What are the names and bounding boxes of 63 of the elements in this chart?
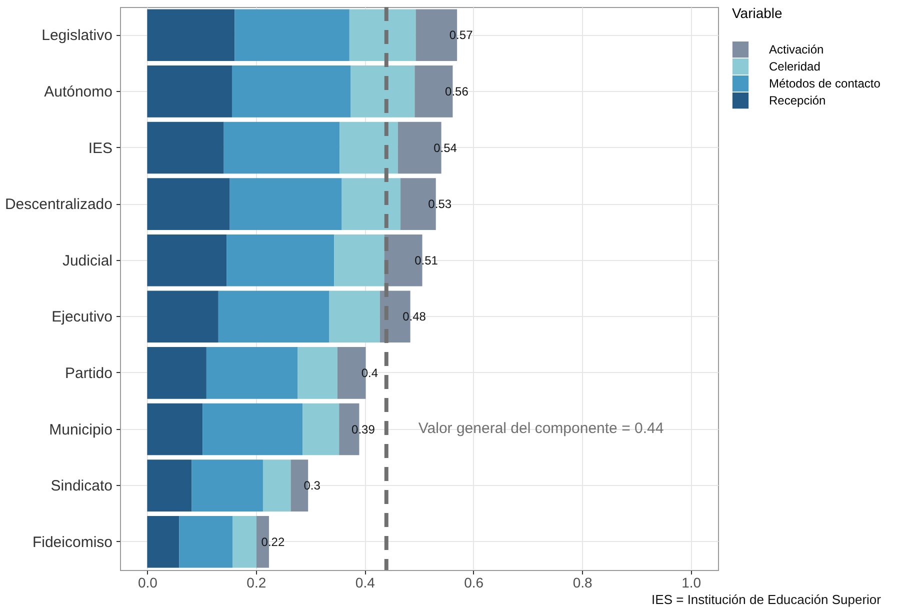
bar — [302, 403, 340, 456]
total-label: 0.54 — [434, 140, 458, 155]
total-label: 0.4 — [361, 366, 378, 380]
bar — [224, 122, 340, 174]
y-tick-label: Legislativo — [42, 27, 112, 44]
y-tick-label: Sindicato — [50, 478, 112, 495]
bar — [206, 347, 298, 399]
bar — [192, 460, 263, 512]
bar — [147, 460, 192, 512]
y-tick-label: Descentralizado — [4, 196, 112, 214]
text: IES = Institución de Educación Superior — [652, 592, 882, 607]
bar — [349, 9, 416, 62]
bar — [147, 178, 230, 230]
y-tick-label: IES — [88, 140, 112, 157]
y-tick-label: Ejecutivo — [52, 308, 112, 326]
x-tick-label: 0.2 — [246, 574, 266, 590]
legend-label: Activación — [769, 42, 824, 56]
total-label: 0.39 — [352, 422, 376, 436]
bar — [234, 9, 350, 62]
total-label: 0.51 — [414, 253, 438, 268]
bar — [334, 234, 384, 286]
bar — [218, 290, 330, 343]
total-label: 0.3 — [304, 478, 321, 493]
bar — [147, 290, 218, 343]
y-tick-label: Partido — [64, 364, 112, 382]
bar — [147, 122, 224, 174]
bar — [342, 178, 401, 230]
bar — [329, 290, 380, 343]
total-label: 0.48 — [402, 310, 426, 324]
total-label: 0.22 — [261, 534, 285, 549]
total-label: 0.56 — [445, 84, 469, 98]
x-tick-label: 0.6 — [464, 574, 484, 590]
total-label: 0.57 — [449, 28, 474, 42]
bar — [147, 347, 206, 399]
bar — [147, 234, 227, 286]
legend-label: Métodos de contacto — [769, 76, 881, 90]
legend-title: Variable — [732, 5, 783, 21]
y-tick-label: Autónomo — [44, 83, 112, 100]
bar — [262, 460, 291, 512]
bar — [147, 66, 232, 118]
bar — [226, 234, 334, 286]
bar — [147, 516, 180, 568]
bar — [232, 66, 350, 118]
ref-line-label: Valor general del componente = 0.44 — [418, 420, 664, 437]
legend-label: Recepción — [769, 94, 826, 108]
y-tick-label: Fideicomiso — [32, 534, 112, 551]
bar — [147, 403, 203, 456]
x-tick-label: 0.4 — [355, 574, 376, 590]
bar — [230, 178, 342, 230]
bar — [232, 516, 256, 568]
x-tick-label: 1.0 — [682, 574, 702, 590]
bar — [350, 66, 415, 118]
x-tick-label: 0.8 — [572, 574, 593, 590]
bar — [340, 122, 398, 174]
legend-label: Celeridad — [769, 60, 820, 74]
y-tick-label: Municipio — [49, 421, 112, 438]
y-tick-label: Judicial — [62, 252, 112, 270]
total-label: 0.53 — [428, 197, 452, 212]
bar — [147, 9, 235, 62]
bar — [202, 403, 303, 456]
bar — [298, 347, 338, 399]
x-tick-label: 0.0 — [138, 574, 158, 590]
bar — [179, 516, 233, 568]
